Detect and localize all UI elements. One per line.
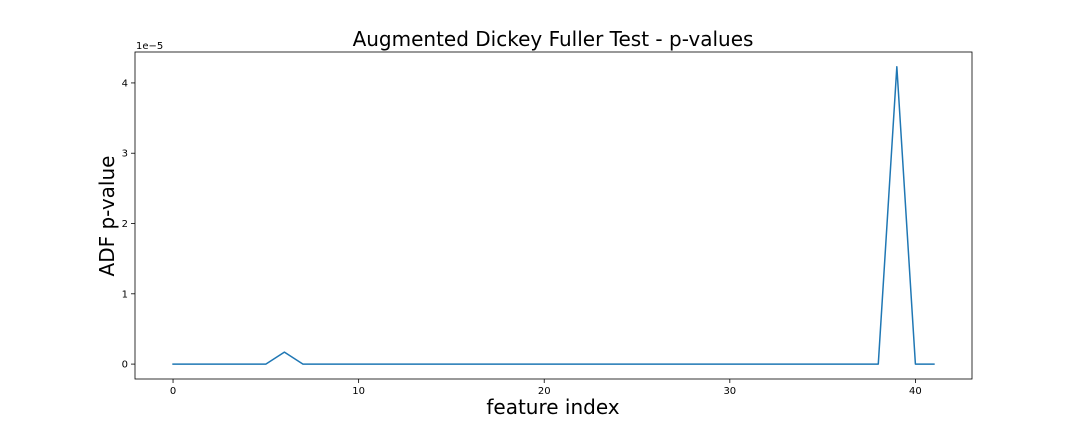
plot-area: 0 10 20 30 40 0 1 2 3 4 — [122, 51, 973, 397]
y-axis-title: ADF p-value — [95, 156, 119, 277]
x-tick-label: 30 — [723, 386, 736, 397]
chart-title: Augmented Dickey Fuller Test - p-values — [353, 27, 754, 51]
y-tick-label: 1 — [122, 289, 128, 300]
plot-frame — [134, 51, 973, 380]
x-tick-label: 0 — [170, 386, 176, 397]
x-axis-title: feature index — [486, 395, 619, 419]
y-tick-label: 2 — [122, 219, 128, 230]
x-tick-label: 20 — [538, 386, 551, 397]
x-tick-label: 40 — [909, 386, 922, 397]
y-tick-label: 0 — [122, 360, 128, 371]
y-tick-label: 4 — [122, 78, 128, 89]
y-tick-label: 3 — [122, 149, 128, 160]
series-line-0 — [172, 66, 935, 365]
y-axis-offset-label: 1e−5 — [136, 41, 163, 52]
x-tick-label: 10 — [352, 386, 365, 397]
